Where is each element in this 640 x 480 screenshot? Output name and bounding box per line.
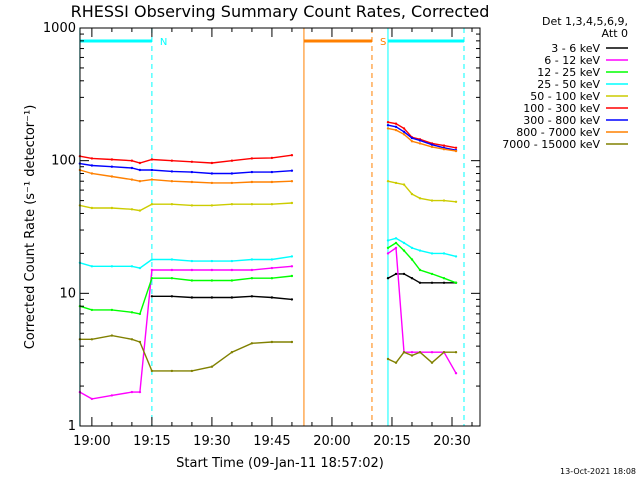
series-300-800-kev [78,124,458,175]
series-line-segment [387,121,457,149]
series-group [78,121,458,401]
legend-label: 800 - 7000 keV [516,126,600,139]
legend-label: 300 - 800 keV [523,114,600,127]
x-tick-label: 19:45 [253,434,290,449]
series-line-segment [79,275,292,315]
legend-label: 6 - 12 keV [544,54,600,67]
series-line-segment [387,124,457,151]
detector-info-line-1: Det 1,3,4,5,6,9, [542,15,628,28]
legend-label: 12 - 25 keV [537,66,600,79]
flag-bar-label-0: N [160,37,167,48]
series-line-segment [79,202,292,212]
flag-bar-label-2: S [380,37,386,48]
series-50-100-kev [78,180,458,212]
series-line-segment [387,351,456,364]
legend-item-100-300-kev: 100 - 300 keV [523,102,628,115]
x-axis-label: Start Time (09-Jan-11 18:57:02) [176,456,384,471]
detector-info-line-2: Att 0 [602,27,628,40]
legend-label: 7000 - 15000 keV [502,138,600,151]
legend-item-6-12-kev: 6 - 12 keV [544,54,628,67]
legend-item-3-6-kev: 3 - 6 keV [551,42,628,55]
plot-frame [79,27,481,427]
footer-timestamp: 13-Oct-2021 18:08 [560,467,636,476]
series-line-segment [387,237,457,258]
legend-item-25-50-kev: 25 - 50 keV [537,78,628,91]
y-tick-label: 1 [68,419,76,434]
series-line-segment [79,154,292,164]
series-line-segment [79,265,292,400]
x-tick-label: 19:15 [133,434,170,449]
chart-title: RHESSI Observing Summary Count Rates, Co… [71,2,490,21]
series-line-segment [79,334,292,372]
y-tick-label: 100 [51,154,76,169]
axes-group: 19:00 19:15 19:30 19:45 20:00 20:15 20:30 1 10 10… [43,21,480,449]
y-axis-label: Corrected Count Rate (s⁻¹ detector⁻¹) [23,105,38,350]
series-line-segment [151,295,292,301]
series-25-50-kev [78,237,458,270]
series-line-segment [387,242,457,284]
series-line-segment [79,169,292,184]
series-800-7000-kev [78,127,458,185]
legend-item-50-100-kev: 50 - 100 keV [530,90,628,103]
x-tick-label: 19:00 [73,434,110,449]
x-tick-label: 19:30 [193,434,230,449]
series-line-segment [387,127,457,152]
legend-item-800-7000-kev: 800 - 7000 keV [516,126,628,139]
series-7000-15000-kev [78,334,458,373]
legend-label: 100 - 300 keV [523,102,600,115]
x-tick-label: 20:15 [373,434,410,449]
y-tick-label: 1000 [43,21,76,36]
legend-label: 50 - 100 keV [530,90,600,103]
series-line-segment [387,180,457,203]
y-tick-label: 10 [59,286,76,301]
legend-item-12-25-kev: 12 - 25 keV [537,66,628,79]
legend-label: 3 - 6 keV [551,42,600,55]
series-12-25-kev [78,241,458,316]
series-line-segment [79,255,293,269]
series-line-segment [79,162,292,175]
legend-label: 25 - 50 keV [537,78,600,91]
legend-item-300-800-kev: 300 - 800 keV [523,114,628,127]
legend-item-7000-15000-kev: 7000 - 15000 keV [502,138,628,151]
series-line-segment [387,246,457,374]
x-tick-label: 20:30 [433,434,470,449]
x-tick-label: 20:00 [313,434,350,449]
